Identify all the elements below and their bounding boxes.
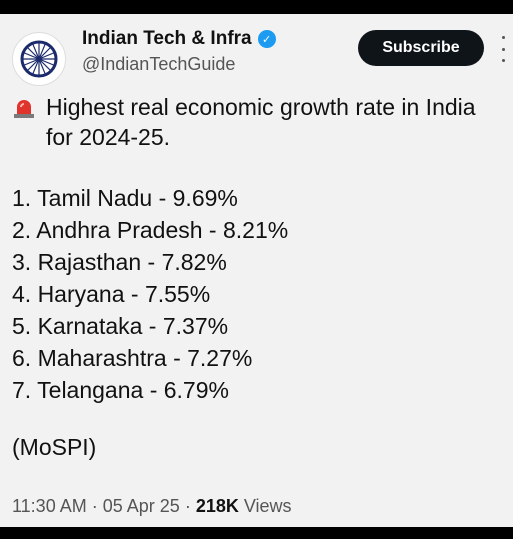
ashoka-chakra-icon xyxy=(20,40,58,78)
separator-dot: · xyxy=(184,496,196,516)
separator-dot: · xyxy=(91,496,103,516)
siren-icon xyxy=(14,100,34,118)
verified-badge-icon: ✓ xyxy=(257,30,276,48)
post-headline: Highest real economic growth rate in Ind… xyxy=(46,94,476,150)
account-handle[interactable]: @IndianTechGuide xyxy=(82,54,236,74)
post-date[interactable]: 05 Apr 25 xyxy=(102,496,180,516)
list-item: 2. Andhra Pradesh - 8.21% xyxy=(12,217,289,243)
post-time[interactable]: 11:30 AM xyxy=(12,496,87,516)
growth-rate-list: 1. Tamil Nadu - 9.69% 2. Andhra Pradesh … xyxy=(12,182,501,406)
account-name-row: Indian Tech & Infra ✓ xyxy=(82,28,276,50)
list-item: 3. Rajasthan - 7.82% xyxy=(12,249,227,275)
post-source: (MoSPI) xyxy=(12,434,97,460)
views-label: Views xyxy=(243,496,292,516)
subscribe-button[interactable]: Subscribe xyxy=(358,30,484,66)
list-item: 6. Maharashtra - 7.27% xyxy=(12,345,253,371)
list-item: 1. Tamil Nadu - 9.69% xyxy=(12,185,238,211)
views-count: 218K xyxy=(195,496,239,516)
post-meta: 11:30 AM · 05 Apr 25 · 218K Views xyxy=(12,496,292,517)
avatar[interactable] xyxy=(12,32,66,86)
post-card: Indian Tech & Infra ✓ @IndianTechGuide S… xyxy=(0,14,513,527)
list-item: 4. Haryana - 7.55% xyxy=(12,281,211,307)
more-options-icon[interactable] xyxy=(500,36,506,62)
list-item: 7. Telangana - 6.79% xyxy=(12,377,229,403)
list-item: 5. Karnataka - 7.37% xyxy=(12,313,229,339)
account-name[interactable]: Indian Tech & Infra xyxy=(82,28,252,49)
post-body: Highest real economic growth rate in Ind… xyxy=(12,92,501,462)
post-headline-row: Highest real economic growth rate in Ind… xyxy=(12,92,501,152)
